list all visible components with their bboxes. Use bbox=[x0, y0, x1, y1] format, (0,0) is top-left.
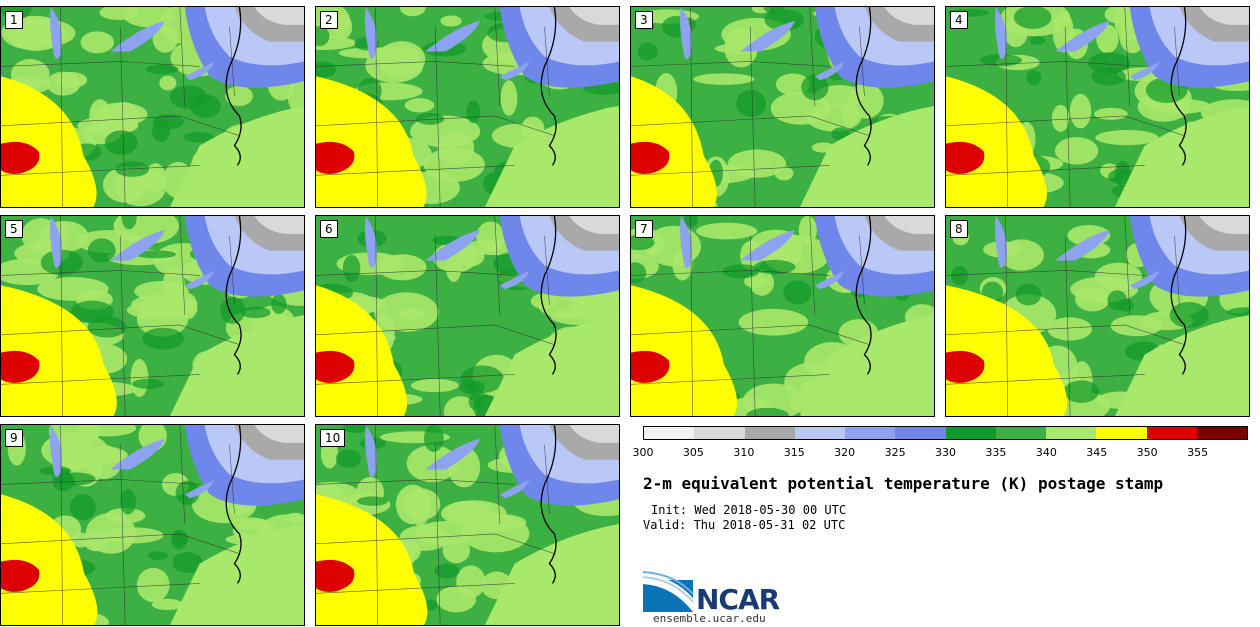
member-map-panel[interactable]: 5 bbox=[0, 215, 305, 417]
colorbar-segment bbox=[1096, 427, 1147, 439]
colorbar-segment bbox=[995, 427, 1046, 439]
member-number-label: 4 bbox=[950, 11, 968, 29]
member-number-label: 8 bbox=[950, 220, 968, 238]
colorbar-segment bbox=[1146, 427, 1197, 439]
colorbar-segment bbox=[694, 427, 745, 439]
member-map-panel[interactable]: 6 bbox=[315, 215, 620, 417]
colorbar-segment bbox=[1046, 427, 1097, 439]
member-number-label: 1 bbox=[5, 11, 23, 29]
map-title: 2-m equivalent potential temperature (K)… bbox=[643, 474, 1164, 493]
colorbar-tick-label: 330 bbox=[935, 446, 956, 459]
colorbar-tick-label: 305 bbox=[682, 446, 704, 459]
member-number-label: 5 bbox=[5, 220, 23, 238]
member-number-label: 2 bbox=[320, 11, 338, 29]
member-map-panel[interactable]: 3 bbox=[630, 6, 935, 208]
member-number-label: 3 bbox=[635, 11, 653, 29]
site-url: ensemble.ucar.edu bbox=[653, 612, 766, 625]
colorbar-segment bbox=[1196, 427, 1247, 439]
colorbar-segment bbox=[845, 427, 896, 439]
ncar-logo-icon bbox=[643, 571, 694, 612]
colorbar-segment bbox=[895, 427, 946, 439]
member-number-label: 7 bbox=[635, 220, 653, 238]
member-map-panel[interactable]: 10 bbox=[315, 424, 620, 626]
member-number-label: 6 bbox=[320, 220, 338, 238]
colorbar-segment bbox=[794, 427, 845, 439]
ncar-logo-text: NCAR bbox=[696, 583, 780, 616]
member-number-label: 9 bbox=[5, 429, 23, 447]
member-map-panel[interactable]: 7 bbox=[630, 215, 935, 417]
colorbar-tick-label: 310 bbox=[733, 446, 755, 459]
colorbar-tick-label: 300 bbox=[632, 446, 654, 459]
init-time: Init: Wed 2018-05-30 00 UTC bbox=[651, 503, 847, 517]
colorbar-tick-label: 345 bbox=[1086, 446, 1108, 459]
colorbar-segment bbox=[744, 427, 795, 439]
colorbar-segment bbox=[644, 427, 695, 439]
member-map-panel[interactable]: 1 bbox=[0, 6, 305, 208]
member-map-panel[interactable]: 4 bbox=[945, 6, 1250, 208]
member-map-panel[interactable]: 2 bbox=[315, 6, 620, 208]
colorbar-tick-label: 355 bbox=[1187, 446, 1209, 459]
colorbar-tick-label: 320 bbox=[834, 446, 856, 459]
valid-time: Valid: Thu 2018-05-31 02 UTC bbox=[643, 518, 846, 532]
colorbar-tick-label: 340 bbox=[1035, 446, 1057, 459]
colorbar-tick-label: 335 bbox=[985, 446, 1007, 459]
colorbar bbox=[643, 426, 1248, 440]
colorbar-tick-label: 325 bbox=[884, 446, 906, 459]
colorbar-tick-label: 315 bbox=[783, 446, 805, 459]
member-number-label: 10 bbox=[320, 429, 346, 447]
colorbar-tick-label: 350 bbox=[1136, 446, 1158, 459]
member-map-panel[interactable]: 8 bbox=[945, 215, 1250, 417]
colorbar-segment bbox=[945, 427, 996, 439]
member-map-panel[interactable]: 9 bbox=[0, 424, 305, 626]
